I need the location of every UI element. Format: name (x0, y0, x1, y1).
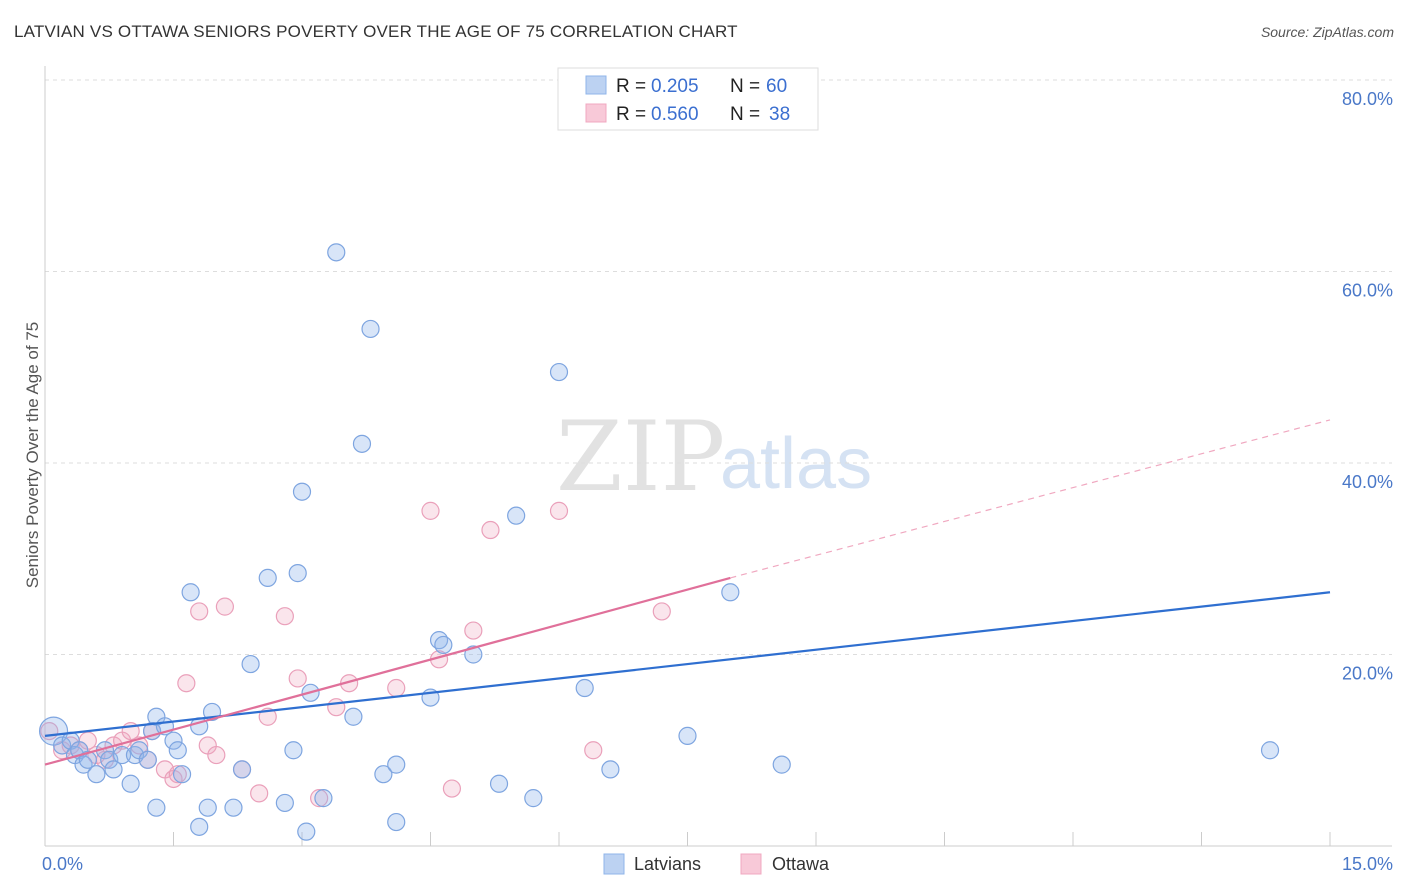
latvians-point-31 (292, 482, 312, 501)
latvians-point-38 (387, 755, 406, 774)
ottawa-point-22 (250, 784, 269, 803)
x-tick-label-0: 0.0% (42, 854, 83, 874)
latvians-point-20 (168, 741, 187, 760)
ottawa-point-33 (464, 621, 483, 640)
ottawa-trend-line (44, 576, 731, 766)
latvians-point-59 (1260, 741, 1280, 760)
latvians-point-7 (87, 765, 106, 784)
x-tick-label-1: 15.0% (1342, 854, 1393, 874)
latvians-point-12 (121, 774, 140, 793)
latvians-point-29 (284, 741, 303, 760)
ottawa-point-25 (288, 669, 307, 688)
legend-r-label-2: R = (616, 104, 646, 125)
latvians-point-44 (507, 506, 526, 525)
bottom-legend-latvians: Latvians (634, 854, 701, 874)
latvians-point-49 (678, 726, 697, 745)
legend-r-value-1: 0.205 (651, 76, 699, 97)
bottom-legend-swatch-ottawa (740, 853, 762, 875)
latvians-point-55 (224, 798, 243, 817)
legend-n-value-2: 38 (769, 104, 790, 125)
legend-swatch-latvians (585, 75, 607, 95)
chart-title: LATVIAN VS OTTAWA SENIORS POVERTY OVER T… (14, 22, 738, 41)
latvians-point-56 (297, 822, 316, 841)
ottawa-point-27 (327, 698, 346, 717)
latvians-point-52 (147, 798, 166, 817)
latvians-point-19 (164, 731, 183, 750)
latvians-point-53 (190, 817, 209, 836)
ottawa-point-32 (442, 779, 462, 798)
ottawa-point-19 (207, 745, 226, 765)
bottom-legend-swatch-latvians (603, 853, 625, 875)
latvians-point-30 (288, 564, 307, 583)
latvians-point-25 (232, 760, 252, 779)
y-tick-label-3: 80.0% (1342, 89, 1393, 109)
y-tick-label-2: 60.0% (1342, 281, 1393, 301)
ottawa-point-29 (387, 678, 406, 698)
legend: R = 0.205 N = 60 R = 0.560 N = 38 (557, 67, 819, 131)
legend-n-label-1: N = (730, 76, 760, 97)
ottawa-point-36 (584, 741, 603, 760)
latvians-point-11 (112, 745, 132, 765)
latvians-point-57 (327, 243, 346, 262)
latvians-point-26 (241, 654, 260, 674)
latvians-point-45 (524, 789, 543, 808)
ottawa-point-26 (310, 789, 329, 808)
x-tick-labels: 0.0% 15.0% (42, 854, 1393, 874)
latvians-point-42 (464, 645, 483, 664)
axes (44, 66, 1392, 847)
latvians-point-54 (198, 798, 217, 817)
ottawa-point-16 (177, 674, 196, 693)
chart-source: Source: ZipAtlas.com (1260, 24, 1394, 40)
legend-swatch-ottawa (585, 103, 607, 123)
latvians-point-41 (434, 635, 453, 655)
ottawa-point-30 (421, 501, 440, 520)
latvians-point-27 (258, 568, 277, 588)
latvians-point-15 (138, 750, 157, 769)
latvians-point-37 (374, 765, 393, 784)
ottawa-trend-extension (730, 419, 1331, 579)
latvians-point-35 (352, 434, 372, 453)
watermark-atlas: atlas (720, 424, 872, 504)
trend-lines (44, 419, 1331, 766)
ottawa-point-24 (275, 607, 294, 626)
ottawa-point-15 (168, 765, 187, 784)
ottawa-point-17 (190, 602, 209, 621)
latvians-point-58 (387, 812, 406, 832)
latvians-point-34 (344, 707, 363, 726)
latvians-trend-line (44, 591, 1331, 737)
latvians-point-6 (78, 750, 97, 769)
y-tick-labels: 20.0% 40.0% 60.0% 80.0% (1342, 89, 1393, 684)
watermark-zip: ZIP (556, 401, 725, 513)
legend-r-label-1: R = (616, 76, 646, 97)
ottawa-point-37 (652, 602, 671, 621)
ottawa-point-35 (549, 501, 569, 520)
latvians-point-10 (104, 760, 123, 779)
legend-n-label-2: N = (730, 104, 760, 125)
y-axis-label: Seniors Poverty Over the Age of 75 (23, 322, 42, 588)
legend-r-value-2: 0.560 (651, 104, 699, 125)
latvians-point-47 (575, 678, 594, 698)
latvians-point-50 (721, 583, 740, 602)
bottom-legend-ottawa: Ottawa (772, 854, 830, 874)
ottawa-points (40, 501, 671, 808)
gridlines (45, 79, 1392, 655)
ottawa-point-34 (481, 520, 500, 540)
latvians-point-43 (489, 774, 509, 793)
latvians-point-33 (314, 789, 333, 808)
latvians-point-28 (275, 793, 294, 813)
bottom-legend: Latvians Ottawa (603, 853, 830, 875)
y-tick-label-0: 20.0% (1342, 664, 1393, 684)
latvians-point-22 (181, 583, 200, 602)
ottawa-point-20 (215, 597, 234, 616)
latvians-point-36 (361, 319, 380, 339)
latvians-point-51 (772, 755, 791, 774)
latvians-point-46 (549, 362, 569, 382)
latvians-point-21 (172, 765, 192, 784)
latvians-points (38, 243, 1280, 841)
latvians-point-48 (601, 760, 620, 779)
y-tick-label-1: 40.0% (1342, 472, 1393, 492)
latvians-point-1 (53, 736, 72, 755)
legend-n-value-1: 60 (766, 76, 787, 97)
